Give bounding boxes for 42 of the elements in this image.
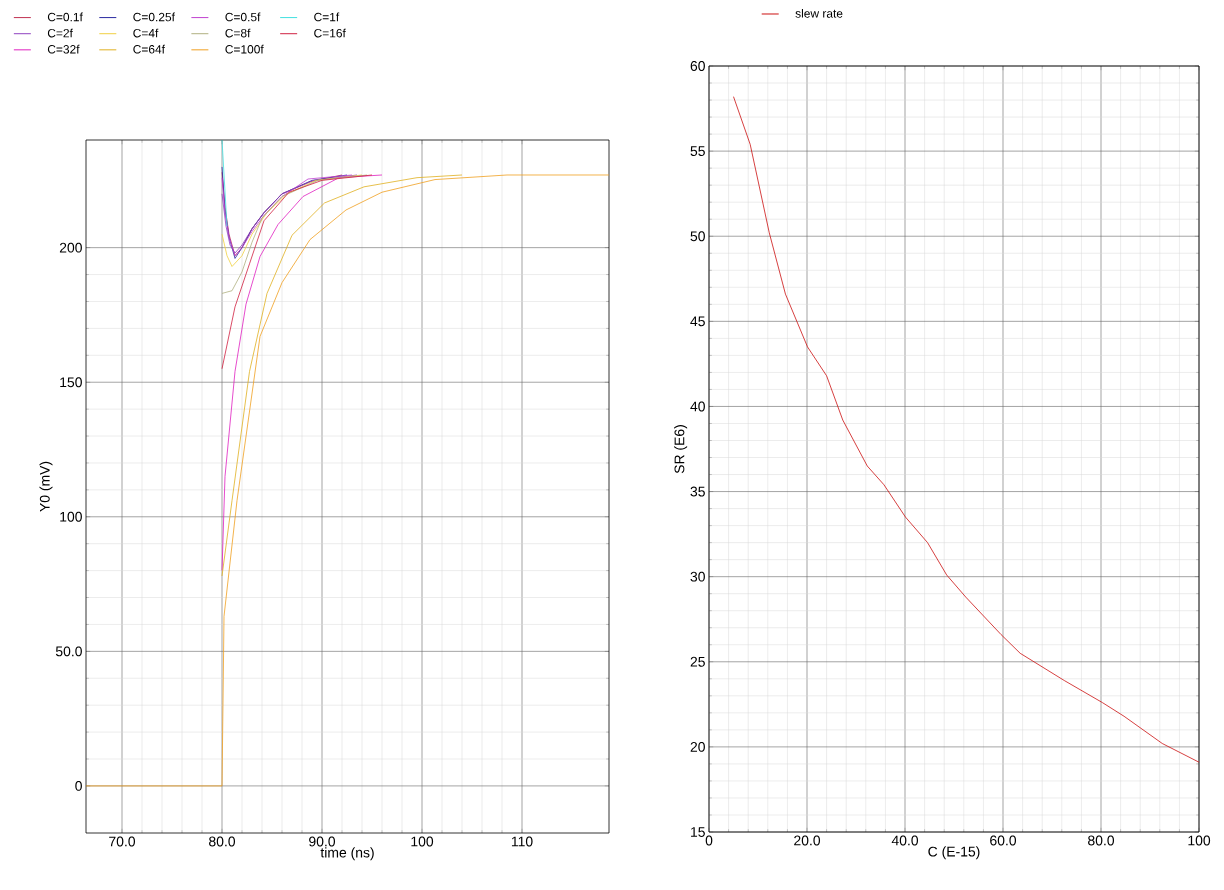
legend-label: C=100f — [225, 44, 264, 54]
y-tick-label: 40 — [690, 401, 705, 412]
x-tick-label: 110 — [511, 836, 533, 847]
y-tick-label: 100 — [60, 511, 82, 522]
x-tick-label: 90.0 — [309, 836, 336, 847]
y-axis-title: SR (E6) — [674, 425, 688, 474]
y-axis-title: Y0 (mV) — [39, 461, 53, 512]
y-tick-label: 60 — [690, 61, 705, 71]
x-tick-label: 70.0 — [109, 836, 136, 847]
x-tick-label: 40.0 — [891, 835, 919, 846]
legend-label: slew rate — [795, 8, 843, 18]
y-tick-label: 35 — [690, 486, 705, 497]
legend-label: C=64f — [133, 44, 165, 54]
x-tick-label: 20.0 — [794, 835, 821, 846]
legend-label: C=8f — [225, 28, 251, 38]
y-tick-label: 45 — [690, 316, 705, 327]
x-tick-label: 100 — [1188, 835, 1211, 846]
legend-label: C=0.1f — [47, 12, 83, 22]
x-tick-label: 60.0 — [990, 835, 1017, 846]
y-tick-label: 15 — [691, 827, 705, 837]
x-tick-label: 100 — [411, 836, 434, 847]
legend-label: C=2f — [47, 28, 73, 38]
legend-label: C=0.5f — [225, 12, 261, 22]
legend-label: C=1f — [314, 12, 340, 22]
x-tick-label: 80.0 — [1088, 835, 1115, 846]
y-tick-label: 30 — [690, 571, 705, 582]
y-tick-label: 200 — [59, 242, 82, 253]
x-axis-title: C (E-15) — [928, 846, 980, 860]
x-tick-label: 80.0 — [209, 836, 236, 847]
legend-label: C=4f — [133, 28, 159, 38]
x-axis-title: time (ns) — [320, 847, 374, 861]
y-tick-label: 50.0 — [55, 646, 82, 657]
legend-label: C=0.25f — [133, 12, 175, 22]
y-tick-label: 20 — [690, 741, 705, 752]
y-tick-label: 0 — [75, 780, 82, 791]
legend-label: C=16f — [314, 28, 346, 38]
legend-label: C=32f — [47, 44, 80, 54]
y-tick-label: 55 — [690, 146, 705, 156]
y-tick-label: 50 — [690, 231, 705, 242]
x-tick-label: 0 — [705, 835, 713, 846]
y-tick-label: 25 — [690, 656, 705, 667]
y-tick-label: 150 — [60, 377, 82, 388]
